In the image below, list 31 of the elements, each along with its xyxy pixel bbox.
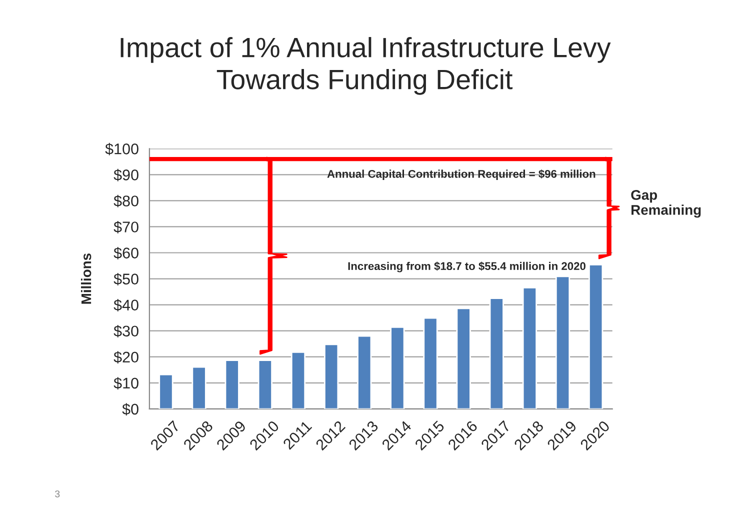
y-tick-label: $50 <box>114 273 138 286</box>
y-tick-label: $100 <box>105 142 138 156</box>
bar <box>258 360 272 409</box>
bar <box>324 344 339 409</box>
bar <box>357 335 372 409</box>
y-tick-label: $40 <box>114 299 138 312</box>
bar <box>489 298 504 409</box>
y-tick-label: $80 <box>114 194 138 208</box>
y-tick-label: $0 <box>122 403 138 416</box>
chart-title: Impact of 1% Annual Infrastructure Levy Towards Funding Deficit <box>120 37 611 95</box>
bar <box>390 326 405 409</box>
bar <box>522 286 538 409</box>
y-tick-label: $60 <box>114 246 138 260</box>
bar <box>423 317 438 409</box>
bar <box>290 351 306 409</box>
bar <box>555 276 570 409</box>
text: 3 <box>55 490 60 498</box>
bar <box>192 366 206 409</box>
y-tick-label: $70 <box>114 220 138 234</box>
bar <box>224 360 240 409</box>
bar <box>588 264 604 409</box>
bar <box>158 374 174 409</box>
ref-line-label: Annual Capital Contribution Required = $96 million <box>327 169 596 180</box>
y-tick-label: $90 <box>114 168 138 182</box>
y-tick-label: $30 <box>114 325 138 338</box>
text: Gap Remaining <box>631 190 701 218</box>
bar <box>456 308 471 409</box>
y-tick-label: $20 <box>114 351 138 364</box>
y-axis-title: Millions <box>80 254 92 304</box>
annotation: Increasing from $18.7 to $55.4 million in 2020 <box>348 262 586 272</box>
y-tick-label: $10 <box>114 377 138 390</box>
